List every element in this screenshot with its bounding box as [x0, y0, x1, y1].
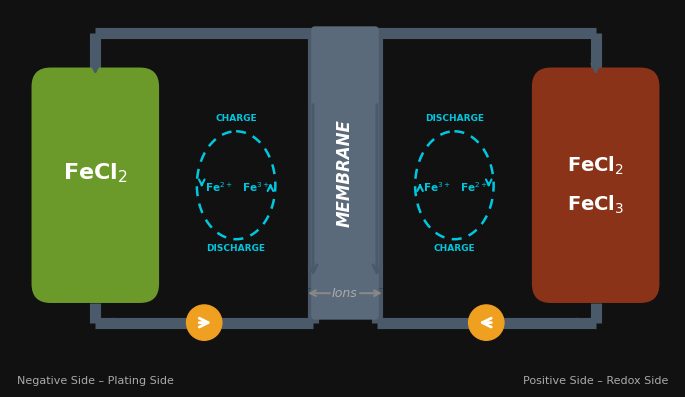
Circle shape — [186, 305, 222, 340]
Text: Ions: Ions — [332, 287, 358, 300]
Text: CHARGE: CHARGE — [434, 244, 475, 253]
Text: FeCl$_2$: FeCl$_2$ — [567, 154, 624, 177]
Text: Fe$^{3+}$: Fe$^{3+}$ — [423, 180, 451, 194]
Circle shape — [469, 305, 504, 340]
Text: Negative Side – Plating Side: Negative Side – Plating Side — [17, 376, 174, 386]
Text: Fe$^{3+}$: Fe$^{3+}$ — [242, 180, 269, 194]
FancyBboxPatch shape — [311, 26, 379, 320]
Text: Positive Side – Redox Side: Positive Side – Redox Side — [523, 376, 669, 386]
Text: DISCHARGE: DISCHARGE — [207, 244, 266, 253]
Text: DISCHARGE: DISCHARGE — [425, 114, 484, 123]
Text: CHARGE: CHARGE — [215, 114, 257, 123]
Text: FeCl$_3$: FeCl$_3$ — [567, 194, 624, 216]
Text: MEMBRANE: MEMBRANE — [336, 119, 354, 227]
Text: FeCl$_2$: FeCl$_2$ — [63, 162, 127, 185]
FancyBboxPatch shape — [32, 67, 159, 303]
Text: Fe$^{2+}$: Fe$^{2+}$ — [460, 180, 488, 194]
Text: Fe$^{2+}$: Fe$^{2+}$ — [205, 180, 232, 194]
FancyBboxPatch shape — [532, 67, 660, 303]
